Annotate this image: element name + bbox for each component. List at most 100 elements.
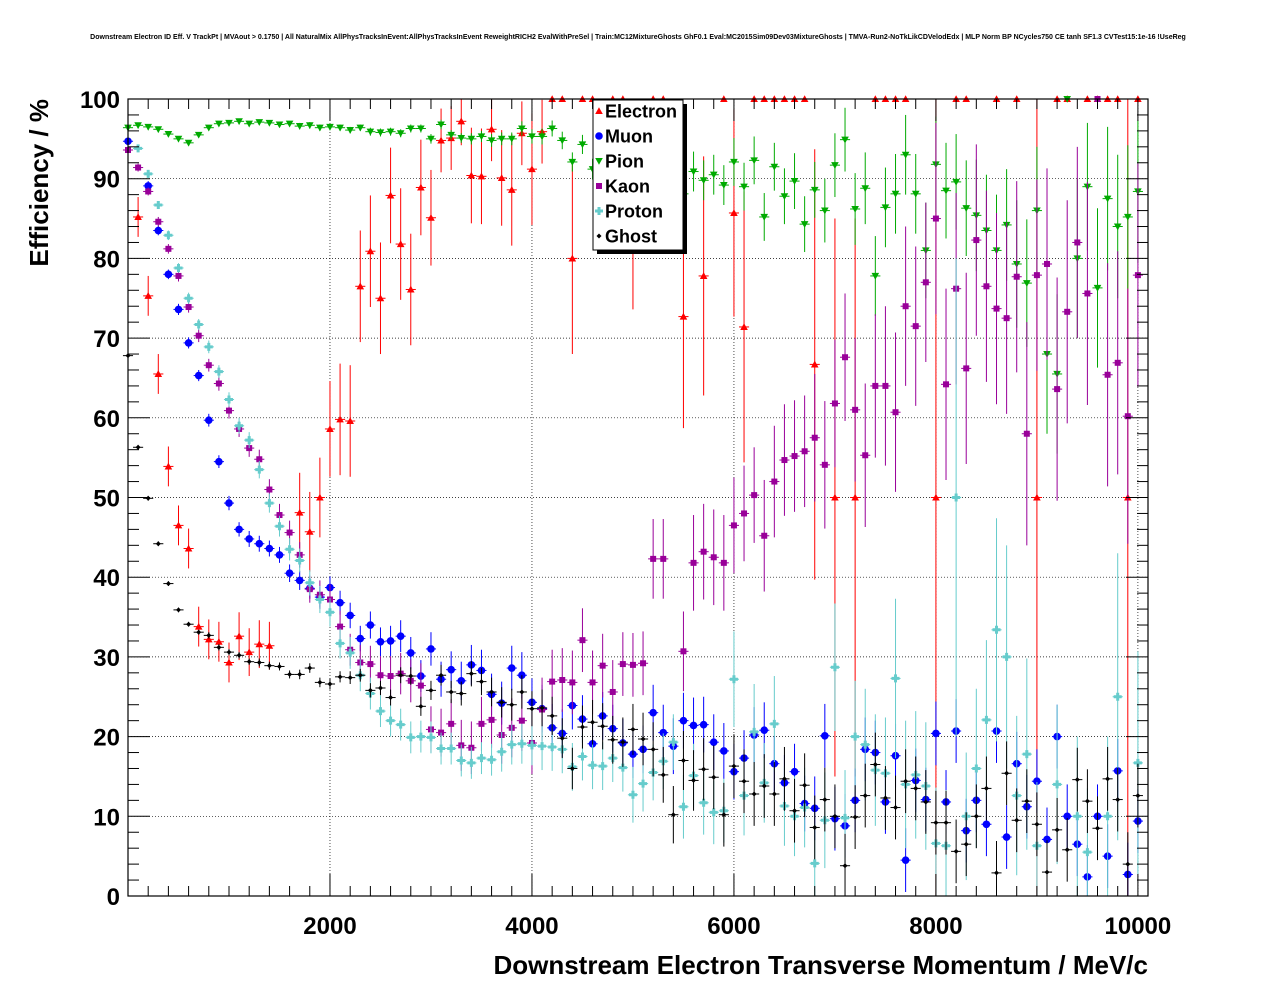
pion-marker <box>285 120 294 128</box>
proton-point <box>314 585 325 614</box>
kaon-marker <box>488 716 495 723</box>
ghost-marker <box>559 735 565 741</box>
proton-marker <box>588 761 597 770</box>
ghost-point <box>819 767 830 832</box>
pion-marker <box>447 131 455 139</box>
ghost-point <box>759 754 770 818</box>
ghost-marker <box>610 737 616 743</box>
ghost-point <box>395 667 406 684</box>
proton-marker <box>325 608 334 617</box>
pion-marker <box>437 121 445 129</box>
pion-point <box>860 152 871 225</box>
pion-point <box>425 134 437 144</box>
ghost-point <box>345 671 356 684</box>
proton-marker <box>628 790 637 799</box>
proton-point <box>587 741 598 790</box>
electron-point <box>183 528 194 569</box>
kaon-marker <box>599 662 606 669</box>
proton-point <box>466 746 477 779</box>
kaon-marker <box>892 409 899 416</box>
kaon-point <box>728 477 739 574</box>
ghost-point <box>779 746 790 811</box>
proton-point <box>385 704 396 737</box>
pion-marker <box>245 120 253 128</box>
ghost-point <box>940 790 952 855</box>
kaon-marker <box>872 382 879 389</box>
kaon-marker <box>640 660 647 667</box>
electron-marker <box>194 622 203 630</box>
kaon-point <box>567 650 578 715</box>
kaon-marker <box>963 365 970 372</box>
ghost-point <box>526 691 538 727</box>
pion-point <box>324 123 336 131</box>
ghost-point <box>718 782 729 847</box>
kaon-marker <box>781 457 788 464</box>
kaon-marker <box>155 218 162 225</box>
ghost-marker <box>852 814 858 820</box>
ghost-point <box>991 841 1002 896</box>
electron-point <box>415 139 426 236</box>
proton-marker <box>1113 692 1122 701</box>
legend-label-proton: Proton <box>605 202 663 222</box>
pion-marker <box>952 178 960 186</box>
electron-marker <box>204 635 213 643</box>
kaon-marker <box>842 354 849 361</box>
legend-entry-muon: Muon <box>595 127 653 147</box>
pion-marker <box>538 133 546 141</box>
electron-marker <box>316 493 324 501</box>
kaon-point <box>577 608 588 673</box>
pion-marker <box>709 171 718 179</box>
muon-marker <box>184 339 193 347</box>
muon-marker <box>386 637 395 645</box>
kaon-marker <box>549 678 556 685</box>
y-tick-label: 20 <box>93 725 120 752</box>
electron-marker <box>245 648 253 656</box>
ghost-point <box>405 667 416 685</box>
ghost-marker <box>1014 817 1020 823</box>
muon-point <box>456 661 467 700</box>
ghost-marker <box>569 765 575 771</box>
ghost-point <box>769 762 780 826</box>
proton-point <box>850 680 861 793</box>
pion-marker <box>699 177 708 185</box>
proton-marker <box>830 663 839 672</box>
ghost-marker <box>933 820 939 826</box>
electron-marker <box>528 165 536 173</box>
electron-point <box>244 628 255 677</box>
ghost-marker <box>317 679 323 685</box>
electron-point <box>365 195 376 308</box>
ghost-point <box>829 784 840 849</box>
ghost-point <box>617 717 628 767</box>
ghost-point <box>547 696 558 736</box>
kaon-point <box>143 187 154 196</box>
kaon-marker <box>1003 315 1010 322</box>
ghost-point <box>557 718 568 759</box>
ghost-point <box>961 812 972 877</box>
pion-marker <box>810 186 819 194</box>
proton-point <box>193 318 204 331</box>
kaon-marker <box>1023 430 1030 437</box>
pion-point <box>900 114 911 195</box>
kaon-marker <box>518 717 525 724</box>
proton-point <box>405 721 416 754</box>
kaon-point <box>880 306 891 466</box>
muon-marker <box>932 729 940 738</box>
ghost-marker <box>701 766 707 772</box>
legend-marker-ghost <box>596 233 602 239</box>
ghost-point <box>183 621 194 627</box>
kaon-marker <box>831 400 838 407</box>
ghost-marker <box>448 689 454 695</box>
chart-title: Downstream Electron ID Eff. V TrackPt | … <box>90 34 1186 41</box>
ghost-point <box>1011 788 1022 853</box>
axes: 2000 4000 6000 8000 10000 0 10 20 30 40 50 60 70 80 90… <box>80 87 1171 940</box>
kaon-point <box>1062 200 1073 424</box>
pion-point <box>456 133 467 143</box>
kaon-marker <box>448 720 455 727</box>
proton-marker <box>770 719 779 728</box>
kaon-point <box>203 358 214 372</box>
ghost-marker <box>307 665 313 671</box>
kaon-point <box>648 519 659 599</box>
muon-marker <box>275 551 284 559</box>
pion-marker <box>891 190 900 198</box>
